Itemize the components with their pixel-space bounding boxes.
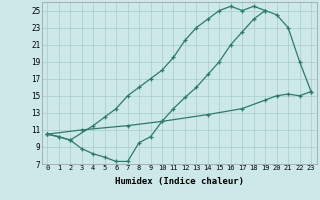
- X-axis label: Humidex (Indice chaleur): Humidex (Indice chaleur): [115, 177, 244, 186]
